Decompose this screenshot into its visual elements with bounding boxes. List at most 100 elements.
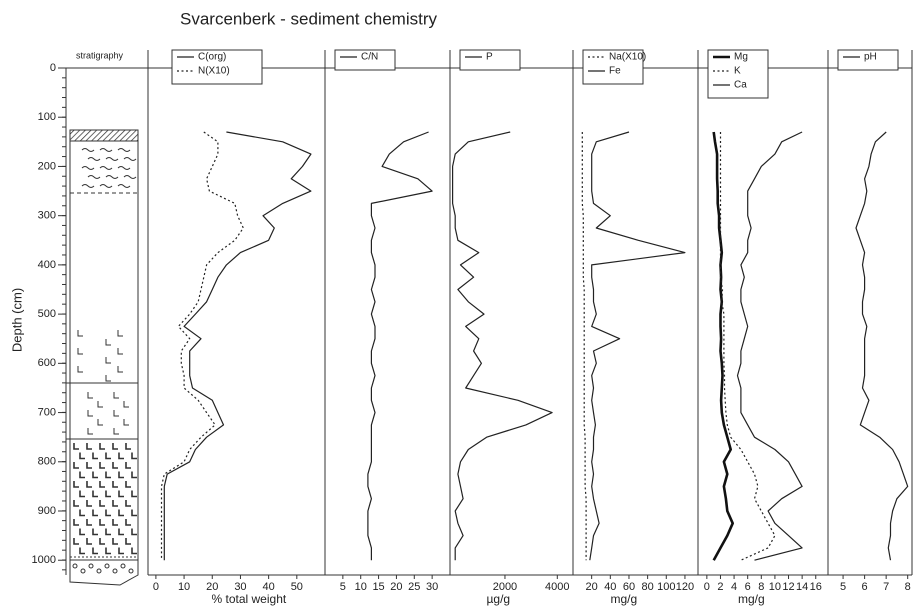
strat-symbol: [118, 509, 124, 517]
legend-box: [837, 49, 899, 71]
strat-symbol: [99, 500, 105, 507]
strat-symbol: [105, 157, 119, 161]
strat-symbol: [86, 538, 92, 545]
strat-symbol: [99, 481, 105, 488]
x-tick-label: 80: [642, 581, 654, 593]
x-tick-label: 6: [745, 581, 751, 593]
strat-symbol: [105, 452, 111, 460]
strat-symbol: [112, 568, 118, 574]
strat-symbol: [73, 500, 79, 507]
strat-symbol: [120, 563, 126, 569]
legend-label: Mg: [734, 52, 748, 63]
strat-symbol: [117, 166, 131, 170]
strat-symbol: [105, 490, 111, 498]
y-tick-label: 100: [38, 111, 56, 123]
y-tick-label: 700: [38, 406, 56, 418]
strat-symbol: [88, 563, 94, 569]
strat-symbol: [87, 175, 101, 179]
strat-symbol: [79, 490, 85, 498]
legend-box: [171, 49, 263, 85]
strat-symbol: [118, 547, 124, 555]
strat-symbol: [105, 547, 111, 555]
legend-label: N(X10): [198, 66, 230, 77]
strat-symbol: [92, 452, 98, 460]
strat-symbol: [81, 148, 95, 152]
strat-symbol: [118, 490, 124, 498]
y-tick-label: 800: [38, 456, 56, 468]
strat-symbol: [123, 157, 137, 161]
x-tick-label: 10: [769, 581, 781, 593]
x-tick-label: 12: [782, 581, 794, 593]
x-tick-label: 10: [178, 581, 190, 593]
legend-box: [459, 49, 521, 71]
x-tick-label: 7: [883, 581, 889, 593]
x-tick-label: 20: [390, 581, 402, 593]
strat-symbol: [73, 443, 79, 450]
series-line: [855, 131, 909, 561]
strat-symbol: [96, 568, 102, 574]
x-tick-label: 0: [153, 581, 159, 593]
strat-symbol: [125, 443, 131, 450]
strat-symbol: [79, 452, 85, 460]
strat-symbol: [105, 375, 111, 382]
series-line: [367, 131, 433, 561]
strat-symbol: [105, 509, 111, 517]
strat-symbol: [79, 471, 85, 479]
y-tick-label: 0: [50, 62, 56, 74]
series-line: [589, 131, 686, 561]
strat-symbol: [131, 509, 137, 517]
strat-symbol: [72, 563, 78, 569]
x-axis-label: % total weight: [212, 592, 287, 606]
strat-symbol: [117, 366, 123, 373]
strat-symbol: [80, 568, 86, 574]
series-line: [160, 131, 244, 561]
strat-symbol: [99, 538, 105, 545]
x-tick-label: 0: [704, 581, 710, 593]
strat-symbol: [81, 166, 95, 170]
strat-symbol: [105, 339, 111, 346]
strat-symbol: [123, 401, 129, 408]
strat-symbol: [79, 547, 85, 555]
strat-symbol: [117, 330, 123, 337]
x-tick-label: 8: [758, 581, 764, 593]
x-tick-label: 16: [810, 581, 822, 593]
strat-symbol: [92, 471, 98, 479]
strat-symbol: [125, 481, 131, 488]
stratigraphy-column: [66, 129, 139, 586]
legend-label: Ca: [734, 80, 747, 91]
y-tick-label: 400: [38, 259, 56, 271]
legend-label: Fe: [609, 66, 621, 77]
x-tick-label: 4000: [545, 581, 569, 593]
strat-symbol: [105, 357, 111, 364]
x-tick-label: 2: [717, 581, 723, 593]
strat-symbol: [81, 184, 95, 188]
strat-symbol: [117, 148, 131, 152]
strat-symbol: [118, 452, 124, 460]
x-tick-label: 2000: [493, 581, 517, 593]
strat-symbol: [99, 462, 105, 469]
x-tick-label: 20: [206, 581, 218, 593]
y-tick-label: 900: [38, 505, 56, 517]
strat-symbol: [92, 528, 98, 536]
strat-symbol: [112, 500, 118, 507]
strat-symbol: [105, 528, 111, 536]
strat-symbol: [86, 519, 92, 526]
legend-label: P: [486, 52, 493, 63]
strat-symbol: [131, 471, 137, 479]
strat-symbol: [97, 401, 103, 408]
legend-label: Na(X10): [609, 52, 646, 63]
strat-symbol: [99, 443, 105, 450]
x-tick-label: 30: [234, 581, 246, 593]
strat-symbol: [117, 348, 123, 355]
strat-symbol: [87, 157, 101, 161]
strat-symbol: [131, 528, 137, 536]
strat-symbol: [128, 568, 134, 574]
series-line: [581, 132, 587, 561]
chart-title: Svarcenberk - sediment chemistry: [180, 9, 437, 28]
x-tick-label: 60: [623, 581, 635, 593]
strat-symbol: [77, 348, 83, 355]
strat-symbol: [125, 538, 131, 545]
legend-label: pH: [864, 52, 877, 63]
strat-symbol: [112, 519, 118, 526]
